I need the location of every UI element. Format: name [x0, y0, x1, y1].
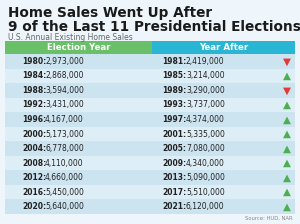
Text: ▲: ▲	[283, 114, 291, 125]
Text: 5,450,000: 5,450,000	[45, 188, 84, 197]
Text: 2017:: 2017:	[162, 188, 186, 197]
Text: 2008:: 2008:	[22, 159, 46, 168]
Text: 3,214,000: 3,214,000	[186, 71, 225, 80]
Text: 2,973,000: 2,973,000	[45, 57, 84, 66]
Text: ▲: ▲	[283, 71, 291, 81]
FancyBboxPatch shape	[5, 112, 152, 127]
Text: 3,737,000: 3,737,000	[186, 100, 225, 109]
FancyBboxPatch shape	[5, 156, 152, 170]
Text: 2005:: 2005:	[162, 144, 186, 153]
Text: ▲: ▲	[283, 129, 291, 139]
Text: 2,419,000: 2,419,000	[186, 57, 225, 66]
Text: 2013:: 2013:	[162, 173, 186, 182]
Text: Year After: Year After	[199, 43, 248, 52]
Text: ▲: ▲	[283, 144, 291, 153]
Text: 4,374,000: 4,374,000	[186, 115, 225, 124]
Text: 3,594,000: 3,594,000	[45, 86, 84, 95]
Text: 5,173,000: 5,173,000	[45, 129, 84, 138]
FancyBboxPatch shape	[5, 170, 152, 185]
Text: 1996:: 1996:	[22, 115, 46, 124]
FancyBboxPatch shape	[5, 69, 152, 83]
Text: 2021:: 2021:	[162, 202, 186, 211]
Text: 3,290,000: 3,290,000	[186, 86, 225, 95]
Text: 4,340,000: 4,340,000	[186, 159, 225, 168]
FancyBboxPatch shape	[152, 98, 295, 112]
Text: 1984:: 1984:	[22, 71, 46, 80]
FancyBboxPatch shape	[152, 54, 295, 69]
Text: 5,640,000: 5,640,000	[45, 202, 84, 211]
FancyBboxPatch shape	[5, 141, 152, 156]
Text: 4,660,000: 4,660,000	[45, 173, 84, 182]
FancyBboxPatch shape	[152, 112, 295, 127]
Text: 3,431,000: 3,431,000	[45, 100, 84, 109]
Text: 1992:: 1992:	[22, 100, 46, 109]
Text: 1988:: 1988:	[22, 86, 46, 95]
Text: Source: HUD, NAR: Source: HUD, NAR	[245, 216, 293, 221]
Text: ▲: ▲	[283, 158, 291, 168]
Text: 7,080,000: 7,080,000	[186, 144, 225, 153]
Text: 1981:: 1981:	[162, 57, 186, 66]
Text: ▼: ▼	[283, 85, 291, 95]
Text: 5,335,000: 5,335,000	[186, 129, 225, 138]
Text: 2000:: 2000:	[22, 129, 46, 138]
Text: U.S. Annual Existing Home Sales: U.S. Annual Existing Home Sales	[8, 33, 133, 42]
FancyBboxPatch shape	[152, 127, 295, 141]
Text: 2020:: 2020:	[22, 202, 46, 211]
Text: ▼: ▼	[283, 56, 291, 66]
Text: 1993:: 1993:	[162, 100, 186, 109]
FancyBboxPatch shape	[5, 41, 152, 54]
Text: 2001:: 2001:	[162, 129, 186, 138]
FancyBboxPatch shape	[5, 127, 152, 141]
Text: 5,510,000: 5,510,000	[186, 188, 225, 197]
FancyBboxPatch shape	[5, 54, 152, 69]
Text: 4,110,000: 4,110,000	[45, 159, 84, 168]
Text: 1985:: 1985:	[162, 71, 186, 80]
FancyBboxPatch shape	[152, 83, 295, 98]
Text: 1997:: 1997:	[162, 115, 186, 124]
Text: 6,120,000: 6,120,000	[186, 202, 225, 211]
Text: Election Year: Election Year	[47, 43, 110, 52]
FancyBboxPatch shape	[152, 185, 295, 199]
Text: ▲: ▲	[283, 173, 291, 183]
Text: 1989:: 1989:	[162, 86, 186, 95]
Text: ▲: ▲	[283, 100, 291, 110]
Text: 6,778,000: 6,778,000	[45, 144, 84, 153]
Text: Home Sales Went Up After: Home Sales Went Up After	[8, 6, 212, 20]
Text: 1980:: 1980:	[22, 57, 46, 66]
Text: 2009:: 2009:	[162, 159, 186, 168]
Text: 2,868,000: 2,868,000	[45, 71, 83, 80]
Text: 5,090,000: 5,090,000	[186, 173, 225, 182]
FancyBboxPatch shape	[152, 156, 295, 170]
FancyBboxPatch shape	[5, 199, 152, 214]
FancyBboxPatch shape	[5, 83, 152, 98]
Text: ▲: ▲	[283, 202, 291, 212]
Text: 9 of the Last 11 Presidential Elections: 9 of the Last 11 Presidential Elections	[8, 20, 300, 34]
FancyBboxPatch shape	[152, 141, 295, 156]
Text: 4,167,000: 4,167,000	[45, 115, 84, 124]
Text: 2016:: 2016:	[22, 188, 46, 197]
FancyBboxPatch shape	[5, 98, 152, 112]
FancyBboxPatch shape	[152, 69, 295, 83]
FancyBboxPatch shape	[5, 185, 152, 199]
Text: 2004:: 2004:	[22, 144, 46, 153]
Text: ▲: ▲	[283, 187, 291, 197]
FancyBboxPatch shape	[152, 199, 295, 214]
FancyBboxPatch shape	[152, 41, 295, 54]
Text: 2012:: 2012:	[22, 173, 46, 182]
FancyBboxPatch shape	[152, 170, 295, 185]
